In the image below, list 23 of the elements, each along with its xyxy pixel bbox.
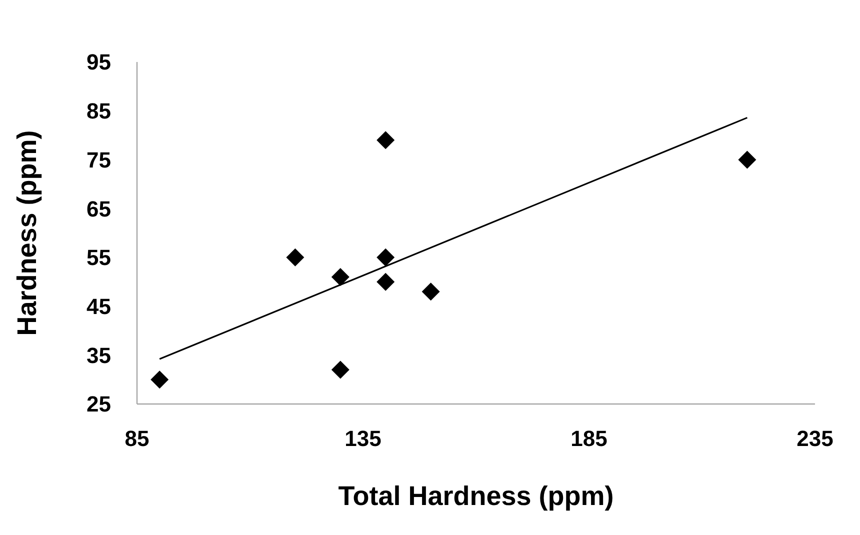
y-tick-label: 85 [86,98,111,124]
y-tick-label: 75 [86,147,111,172]
x-tick-label: 85 [124,426,150,451]
y-tick-label: 95 [86,50,111,75]
x-tick-label: 235 [796,426,834,451]
y-axis-title: Hardness (ppm) [12,130,42,336]
point [331,268,350,286]
x-axis-title: Total Hardness (ppm) [338,481,614,511]
point [376,272,395,291]
y-tick-label: 45 [86,294,111,319]
x-tick-label: 185 [570,426,608,451]
y-tick-label: 55 [86,245,111,270]
y-tick-label: 65 [86,196,111,222]
point [286,248,304,266]
point [376,131,395,150]
point [150,370,169,389]
point [376,248,395,266]
point [422,282,440,301]
y-tick-label: 25 [86,392,111,417]
point [738,150,756,169]
y-tick-label: 35 [86,342,111,368]
x-tick-label: 135 [344,426,382,451]
point [331,360,350,379]
